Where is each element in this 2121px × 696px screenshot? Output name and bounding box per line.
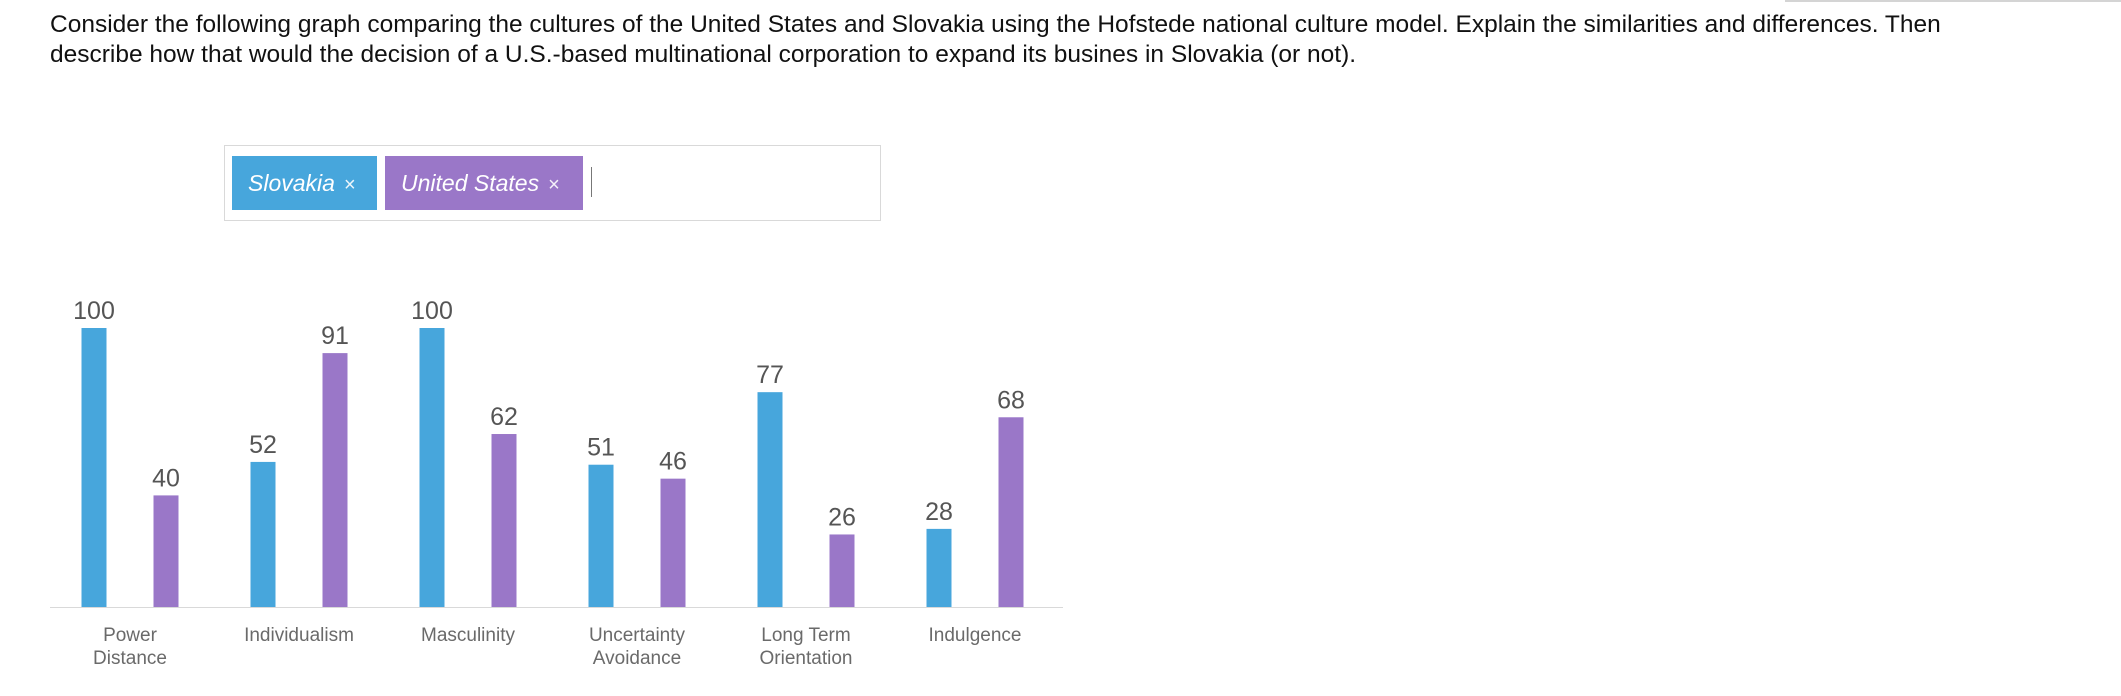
bar — [757, 392, 783, 607]
bar — [153, 495, 179, 607]
category-label: Power — [103, 625, 158, 646]
category-label: Masculinity — [421, 625, 515, 646]
country-tag-label: United States — [401, 170, 540, 196]
country-tag-label: Slovakia — [248, 170, 335, 196]
bar — [926, 528, 952, 607]
bar — [660, 478, 686, 607]
data-label: 52 — [249, 431, 277, 459]
country-selector[interactable]: Slovakia × United States × — [224, 145, 881, 221]
data-label: 40 — [152, 464, 180, 492]
category-label: Uncertainty — [589, 625, 686, 646]
data-label: 100 — [411, 297, 453, 325]
data-label: 100 — [73, 297, 115, 325]
category-label: Long Term — [761, 625, 850, 646]
bar — [588, 464, 614, 607]
bar — [250, 461, 276, 607]
bar — [322, 353, 348, 607]
remove-tag-icon[interactable]: × — [548, 174, 560, 196]
data-label: 28 — [925, 498, 953, 526]
category-label: Orientation — [760, 648, 853, 669]
data-label: 46 — [659, 448, 687, 476]
bar — [419, 328, 445, 607]
top-divider — [1785, 0, 2121, 2]
category-label: Individualism — [244, 625, 354, 646]
remove-tag-icon[interactable]: × — [343, 174, 356, 196]
country-tag-united-states[interactable]: United States × — [385, 156, 583, 210]
question-line-2: describe how that would the decision of … — [50, 41, 1357, 68]
data-label: 62 — [490, 403, 518, 431]
data-label: 26 — [828, 503, 856, 531]
category-label: Distance — [93, 648, 167, 669]
category-label: Indulgence — [929, 625, 1022, 646]
data-label: 77 — [756, 361, 784, 389]
data-label: 68 — [997, 386, 1025, 414]
bar — [829, 534, 855, 607]
question-text: Consider the following graph comparing t… — [50, 10, 2090, 70]
bar — [81, 328, 107, 607]
bar — [998, 417, 1024, 607]
data-label: 91 — [321, 322, 349, 350]
question-line-1: Consider the following graph comparing t… — [50, 11, 1941, 38]
bar — [491, 434, 517, 607]
data-label: 51 — [587, 434, 615, 462]
text-cursor — [591, 167, 592, 197]
country-tag-slovakia[interactable]: Slovakia × — [232, 156, 377, 210]
category-label: Avoidance — [593, 648, 681, 669]
